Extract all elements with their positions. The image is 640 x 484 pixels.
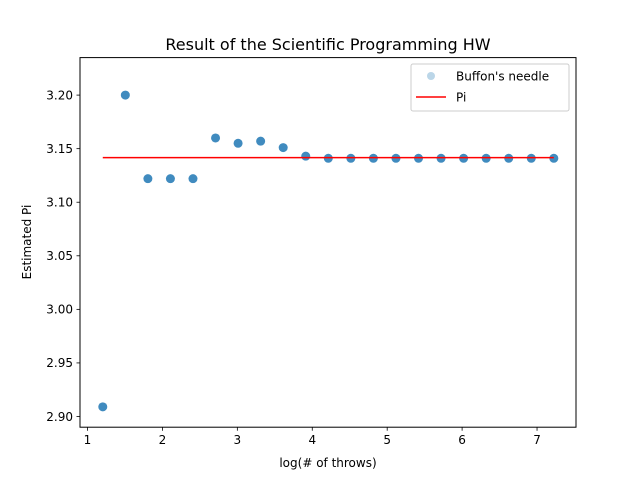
y-tick-label: 3.00 — [46, 303, 73, 317]
x-tick-label: 4 — [308, 433, 316, 447]
legend: Buffon's needle Pi — [410, 63, 570, 112]
y-tick-label: 2.90 — [46, 410, 73, 424]
data-point-buffon-s-needle — [278, 143, 288, 153]
data-point-buffon-s-needle — [165, 174, 175, 184]
legend-marker-buffons-needle — [427, 72, 435, 80]
data-point-buffon-s-needle — [120, 90, 130, 100]
x-axis-ticks: 1 2 3 4 5 6 7 — [84, 427, 541, 447]
data-point-buffon-s-needle — [256, 136, 266, 146]
x-tick-label: 5 — [383, 433, 391, 447]
y-tick-label: 2.95 — [46, 356, 73, 370]
x-tick-label: 6 — [458, 433, 466, 447]
data-point-buffon-s-needle — [98, 402, 108, 412]
y-tick-label: 3.15 — [46, 142, 73, 156]
legend-label-buffons-needle: Buffon's needle — [456, 70, 549, 84]
data-point-buffon-s-needle — [211, 133, 221, 143]
y-tick-label: 3.10 — [46, 196, 73, 210]
data-point-buffon-s-needle — [188, 174, 198, 184]
data-point-buffon-s-needle — [143, 174, 153, 184]
chart-title: Result of the Scientific Programming HW — [165, 35, 490, 54]
legend-label-pi: Pi — [456, 91, 466, 105]
x-tick-label: 3 — [234, 433, 242, 447]
legend-box — [410, 63, 570, 112]
plot-marks — [98, 90, 559, 412]
y-axis-label: Estimated Pi — [20, 205, 34, 280]
plot-frame — [79, 57, 577, 428]
data-point-buffon-s-needle — [301, 151, 311, 161]
x-axis-label: log(# of throws) — [279, 456, 376, 470]
x-tick-label: 7 — [533, 433, 541, 447]
y-tick-label: 3.05 — [46, 249, 73, 263]
x-tick-label: 2 — [159, 433, 167, 447]
y-tick-label: 3.20 — [46, 88, 73, 102]
x-tick-label: 1 — [84, 433, 92, 447]
y-axis-ticks: 2.90 2.95 3.00 3.05 3.10 3.15 3.20 — [46, 88, 80, 424]
data-point-buffon-s-needle — [233, 138, 243, 148]
